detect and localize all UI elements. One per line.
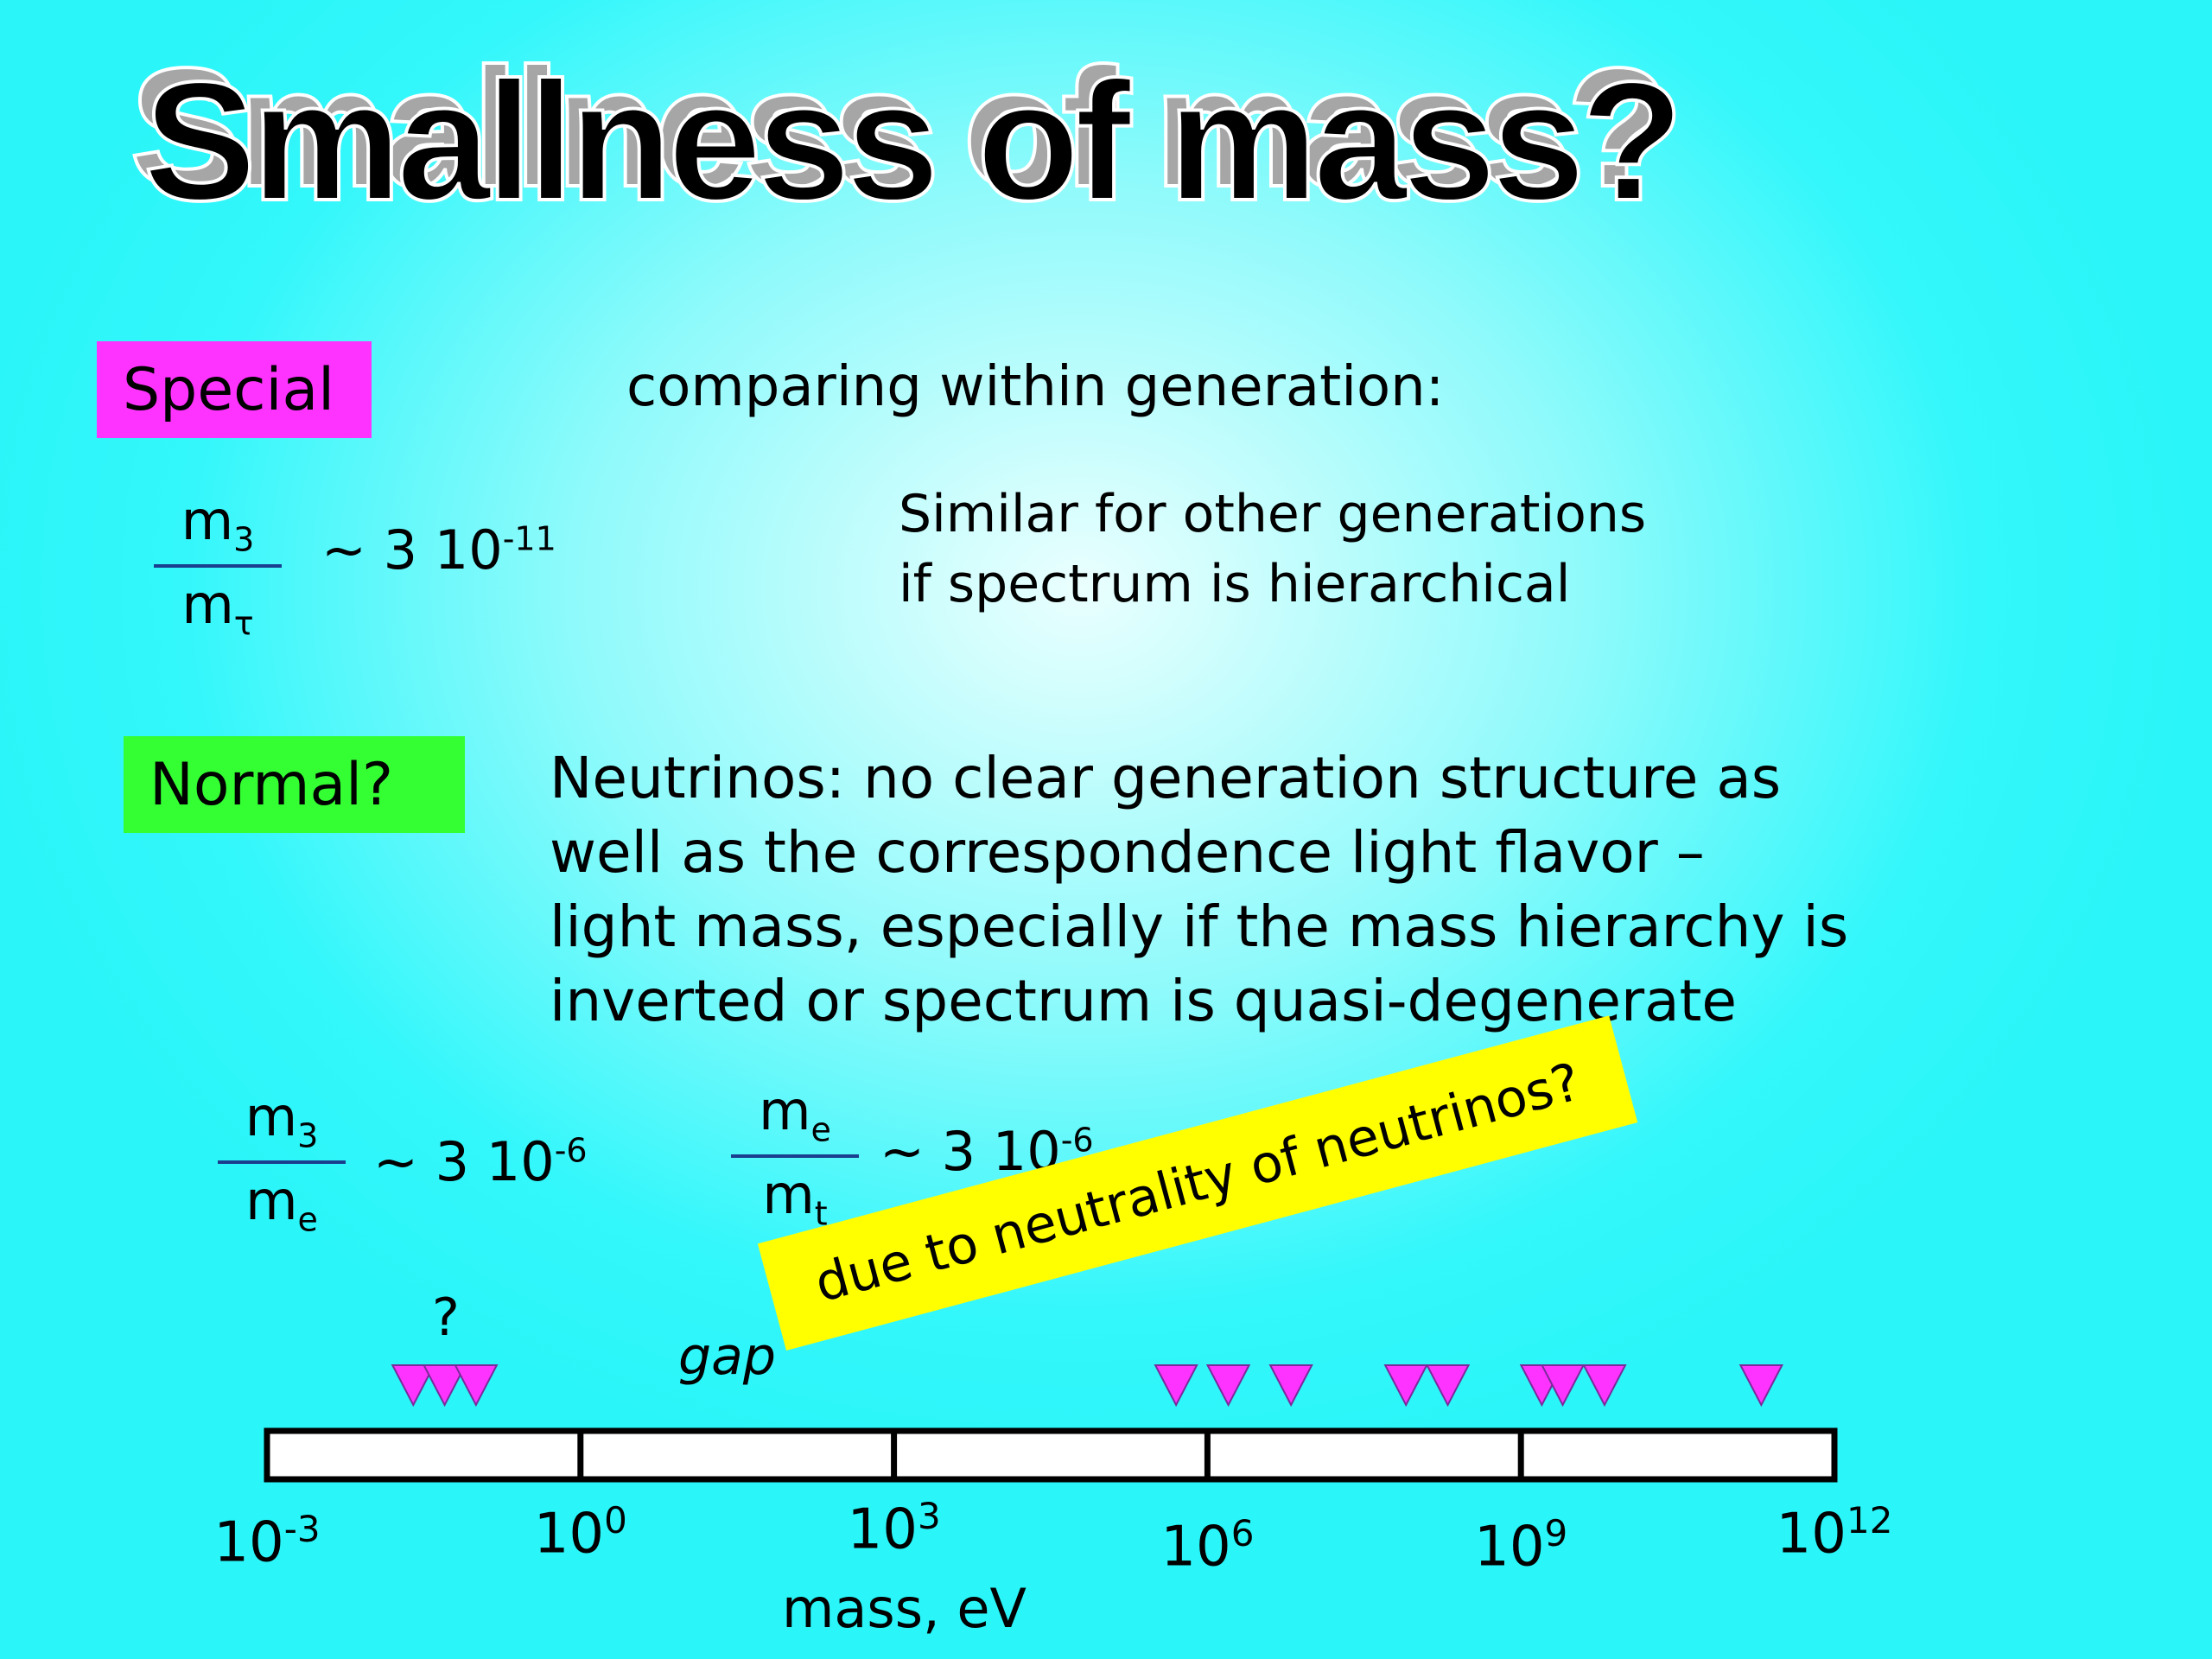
question-mark: ?: [432, 1287, 460, 1348]
special-label-text: Special: [123, 355, 335, 424]
mass-marker-9: [1540, 1364, 1586, 1408]
gap-label: gap: [678, 1326, 776, 1387]
ratio-special: ~ 3 10-11: [321, 518, 556, 582]
normal-text-line-3: light mass, especially if the mass hiera…: [550, 893, 1849, 960]
page-title-shadow: Smallness of mass?: [128, 33, 1672, 222]
mass-marker-1: [422, 1364, 467, 1408]
mass-marker-2: [454, 1364, 499, 1408]
special-note-line-2: if spectrum is hierarchical: [899, 554, 1571, 614]
normal-text-line-1: Neutrinos: no clear generation structure…: [550, 745, 1782, 811]
mass-marker-11: [1738, 1364, 1783, 1408]
fraction-numerator: m3: [245, 1085, 319, 1155]
mass-marker-3: [1154, 1364, 1198, 1408]
fraction-denominator: me: [245, 1169, 318, 1239]
page-title: Smallness of mass?: [142, 47, 1686, 236]
fraction-numerator: me: [759, 1079, 831, 1149]
ratio-normal-2: ~ 3 10-6: [880, 1120, 1094, 1183]
normal-label-text: Normal?: [149, 750, 394, 819]
fraction-me-mt: me mt: [731, 1084, 859, 1230]
tick-label-1: 100: [533, 1499, 627, 1567]
mass-marker-4: [1205, 1364, 1251, 1408]
fraction-denominator: mt: [762, 1163, 828, 1233]
normal-text: Neutrinos: no clear generation structure…: [550, 741, 1848, 1039]
normal-label: Normal?: [124, 736, 465, 833]
fraction-bar: [731, 1154, 859, 1159]
mass-marker-10: [1582, 1364, 1627, 1408]
fraction-numerator: m3: [181, 489, 255, 559]
normal-text-line-2: well as the correspondence light flavor …: [550, 819, 1705, 886]
fraction-denominator: mτ: [181, 573, 254, 643]
fraction-bar: [154, 564, 282, 569]
tick-label-5: 1012: [1776, 1499, 1893, 1567]
fraction-bar: [218, 1160, 346, 1165]
tick-label-3: 106: [1160, 1512, 1255, 1580]
mass-marker-6: [1383, 1364, 1428, 1408]
scale-bar: [264, 1427, 1838, 1483]
axis-label: mass, eV: [782, 1577, 1027, 1640]
mass-marker-5: [1268, 1364, 1313, 1408]
mass-marker-7: [1425, 1364, 1471, 1408]
tick-label-2: 103: [847, 1495, 941, 1562]
special-note: Similar for other generations if spectru…: [899, 480, 1646, 620]
special-note-line-1: Similar for other generations: [899, 484, 1647, 544]
special-heading: comparing within generation:: [626, 355, 1445, 419]
normal-text-line-4: inverted or spectrum is quasi-degenerate: [550, 968, 1738, 1034]
fraction-m3-me: m3 me: [218, 1090, 346, 1236]
mass-marker-0: [391, 1364, 435, 1408]
special-label: Special: [97, 341, 372, 438]
fraction-m3-mtau: m3 mτ: [154, 494, 282, 640]
ratio-normal-1: ~ 3 10-6: [373, 1130, 588, 1193]
tick-label-0: 10-3: [213, 1508, 321, 1575]
tick-label-4: 109: [1474, 1512, 1568, 1580]
